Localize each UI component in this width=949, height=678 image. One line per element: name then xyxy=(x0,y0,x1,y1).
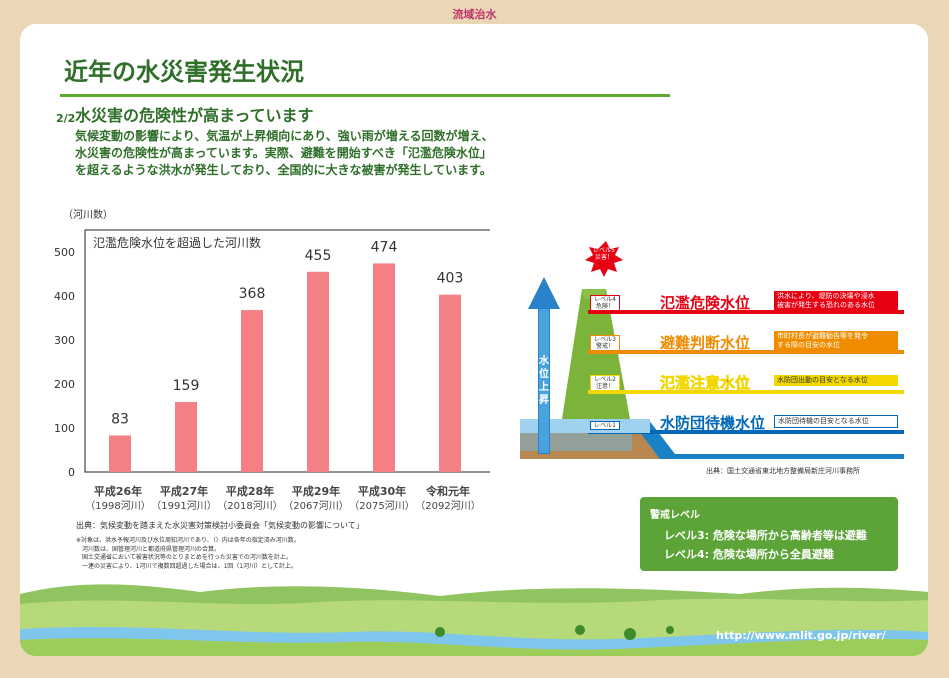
alert-heading: 警戒レベル xyxy=(650,510,700,521)
level5-badge: レベル5 災害！ xyxy=(593,247,615,261)
category-label: 平成29年 （2067河川） xyxy=(283,485,349,512)
y-axis-label: （河川数） xyxy=(63,210,113,221)
bar xyxy=(241,310,263,472)
diagram-source: 出典：国土交通省東北地方整備局新庄河川事務所 xyxy=(706,467,860,475)
level3-badge: レベル3 警戒！ xyxy=(590,335,620,351)
bar-value-label: 455 xyxy=(305,248,332,264)
body-line: 水災害の危険性が高まっています。実際、避難を開始すべき「氾濫危険水位」 xyxy=(75,146,492,160)
note-line: 国土交通省において被害状況等のとりまとめを行った災害での河川数を計上。 xyxy=(76,554,292,561)
rising-arrow-label: 水位上昇 xyxy=(539,356,549,406)
category-label: 令和元年 （2092河川） xyxy=(415,485,481,512)
category-label: 平成30年 （2075河川） xyxy=(349,485,415,512)
chart-title: 氾濫危険水位を超過した河川数 xyxy=(93,235,261,250)
category-label: 平成28年 （2018河川） xyxy=(217,485,283,512)
page-title: 近年の水災害発生状況 xyxy=(64,58,304,86)
bar-value-label: 368 xyxy=(239,286,266,302)
alert-level-box: 警戒レベル レベル3: 危険な場所から高齢者等は避難 レベル4: 危険な場所から… xyxy=(638,495,900,573)
chart-notes: ※対象は、洪水予報河川及び水位周知河川であり、（）内は各年の指定済み河川数。 河… xyxy=(76,537,300,571)
y-tick-label: 400 xyxy=(54,290,75,303)
evacuation-level-name: 避難判断水位 xyxy=(660,334,751,352)
content-card: 近年の水災害発生状況 2/2 水災害の危険性が高まっています 気候変動の影響によ… xyxy=(20,24,928,656)
bar xyxy=(439,294,461,472)
water-level-diagram: 水位上昇 レベル5 災害！ レベル4 危険！ レベル3 警戒！ レベル2 注意！ レベル… xyxy=(520,209,904,459)
bar-value-label: 83 xyxy=(111,411,129,427)
page-indicator: 2/2 xyxy=(56,112,76,125)
alert-level4: レベル4: 危険な場所から全員避難 xyxy=(664,548,834,561)
category-label: 平成27年 （1991河川） xyxy=(151,485,217,512)
note-line: ※対象は、洪水予報河川及び水位周知河川であり、（）内は各年の指定済み河川数。 xyxy=(76,537,300,544)
standby-level-name: 水防団待機水位 xyxy=(660,414,766,432)
y-tick-label: 500 xyxy=(54,246,75,259)
subtitle: 水災害の危険性が高まっています xyxy=(75,106,314,125)
alert-level3: レベル3: 危険な場所から高齢者等は避難 xyxy=(664,529,867,542)
bar xyxy=(373,263,395,472)
danger-level-desc: 洪水により、堤防の決壊や浸水 被害が発生する恐れのある水位 xyxy=(774,291,898,311)
bar xyxy=(307,271,329,472)
y-tick-label: 0 xyxy=(68,466,75,479)
bar-value-label: 159 xyxy=(173,378,200,394)
title-underline xyxy=(60,94,670,97)
body-line: 気候変動の影響により、気温が上昇傾向にあり、強い雨が増える回数が増え、 xyxy=(75,129,494,143)
section-tag: 流域治水 xyxy=(452,8,497,21)
y-tick-label: 300 xyxy=(54,334,75,347)
caution-level-name: 氾濫注意水位 xyxy=(660,374,751,393)
level1-badge: レベル1 xyxy=(590,421,620,430)
body-text: 気候変動の影響により、気温が上昇傾向にあり、強い雨が増える回数が増え、 水災害の… xyxy=(75,128,675,179)
bar-value-label: 474 xyxy=(371,239,398,255)
level4-badge: レベル4 危険！ xyxy=(590,295,620,311)
bar xyxy=(109,435,131,472)
category-label: 平成26年 （1998河川） xyxy=(85,485,151,512)
body-line: を超えるような洪水が発生しており、全国的に大きな被害が発生しています。 xyxy=(75,163,492,177)
chart-source: 出典：気候変動を踏まえた水災害対策検討小委員会「気候変動の影響について」 xyxy=(76,521,364,530)
y-tick-label: 100 xyxy=(54,422,75,435)
landscape-illustration xyxy=(20,584,928,656)
plot-frame xyxy=(84,229,490,473)
evacuation-level-desc: 市町村長が避難勧告等を発令 する際の目安の水位 xyxy=(774,331,898,351)
level2-badge: レベル2 注意！ xyxy=(590,375,620,391)
caution-level-desc: 水防団出動の目安となる水位 xyxy=(774,375,898,386)
category-labels: 平成26年 （1998河川） 平成27年 （1991河川） 平成28年 （2018河川… xyxy=(85,484,495,520)
danger-level-name: 氾濫危険水位 xyxy=(660,294,751,312)
bar-chart: 0 100 200 300 400 500 氾濫危険水位を超過した河川数 83 159 368 45… xyxy=(54,229,490,479)
note-line: 一連の災害により、1河川で複数回超過した場合は、1回（1河川）として計上。 xyxy=(76,562,297,570)
bar-value-label: 403 xyxy=(437,271,464,287)
standby-level-desc: 水防団待機の目安となる水位 xyxy=(774,415,898,428)
footer-url[interactable]: http://www.mlit.go.jp/river/ xyxy=(716,629,886,642)
bar xyxy=(175,402,197,472)
note-line: 河川数は、国管理河川と都道府県管理河川の合算。 xyxy=(76,545,221,553)
y-tick-label: 200 xyxy=(54,378,75,391)
